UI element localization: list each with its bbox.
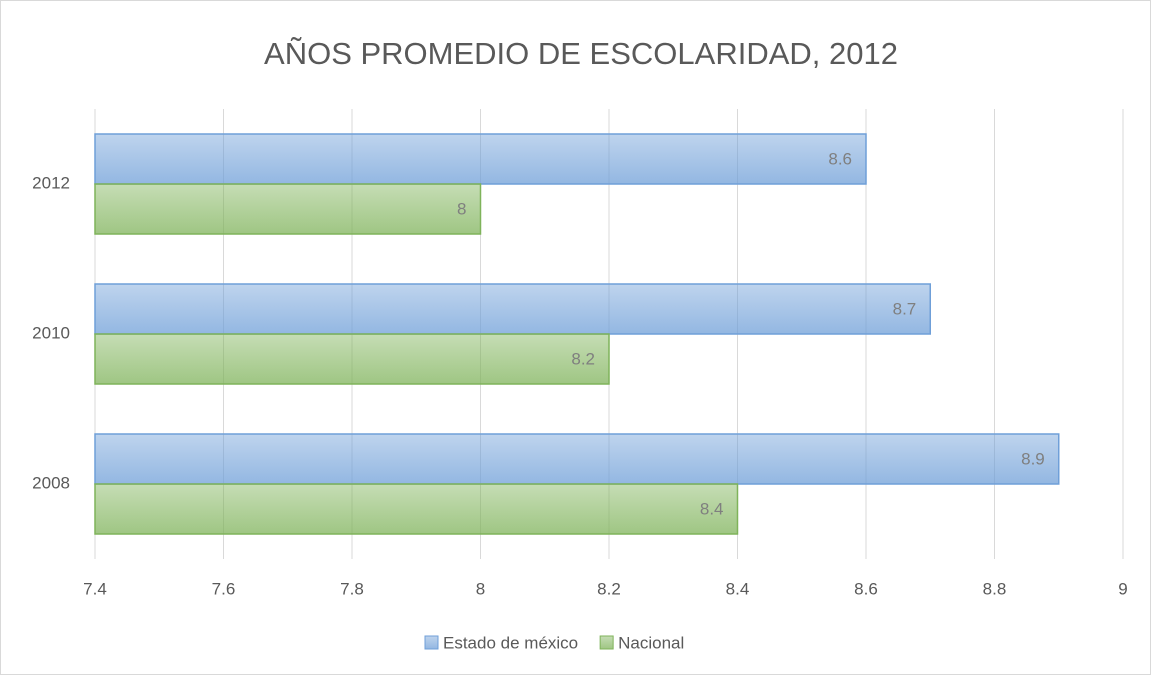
x-tick-label: 8.4 — [726, 579, 750, 598]
x-tick-label: 7.6 — [212, 579, 236, 598]
x-tick-label: 8.6 — [854, 579, 878, 598]
x-tick-label: 8 — [476, 579, 485, 598]
data-label: 8 — [457, 199, 466, 218]
chart-title: AÑOS PROMEDIO DE ESCOLARIDAD, 2012 — [264, 36, 898, 71]
data-label: 8.6 — [828, 149, 852, 168]
legend-swatch — [424, 635, 439, 650]
x-tick-label: 9 — [1118, 579, 1127, 598]
x-tick-label: 7.4 — [83, 579, 107, 598]
data-label: 8.7 — [893, 299, 917, 318]
data-label: 8.4 — [700, 499, 724, 518]
bar — [94, 133, 867, 185]
bar — [94, 483, 739, 535]
y-tick-label: 2008 — [32, 473, 70, 492]
legend-swatch — [599, 635, 614, 650]
y-tick-label: 2012 — [32, 173, 70, 192]
bar — [94, 333, 610, 385]
bar — [94, 183, 482, 235]
data-label: 8.2 — [571, 349, 595, 368]
x-tick-label: 7.8 — [340, 579, 364, 598]
bar — [94, 433, 1060, 485]
x-tick-label: 8.8 — [983, 579, 1007, 598]
x-tick-label: 8.2 — [597, 579, 621, 598]
data-label: 8.9 — [1021, 449, 1045, 468]
bar — [94, 283, 931, 335]
legend-label: Nacional — [618, 633, 684, 652]
y-tick-label: 2010 — [32, 323, 70, 342]
legend-label: Estado de méxico — [443, 633, 578, 652]
